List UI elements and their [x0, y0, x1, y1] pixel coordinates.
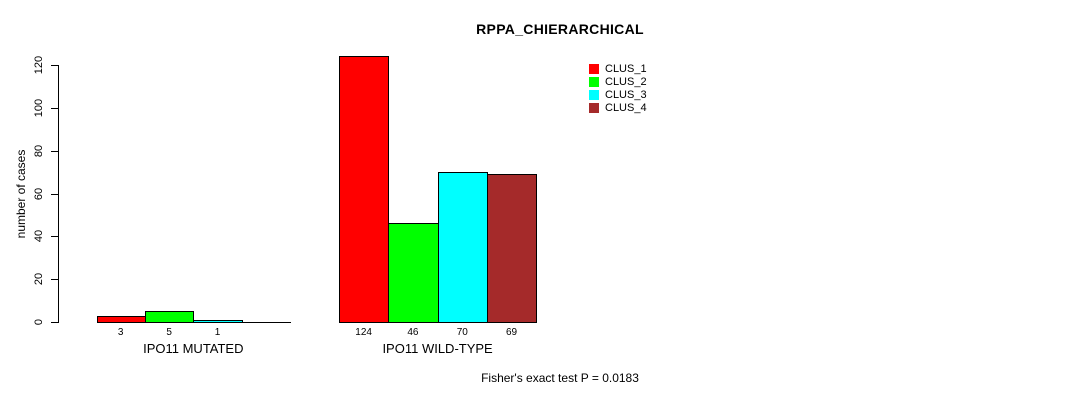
x-axis-group-label: IPO11 MUTATED	[143, 341, 244, 356]
bar-clus_2-group0	[144, 311, 195, 323]
bar-value-label: 70	[456, 327, 468, 338]
y-axis-tick	[51, 108, 59, 109]
legend-item-label: CLUS_3	[605, 89, 647, 101]
bar-clus_3-group0	[193, 319, 243, 323]
legend-color-swatch-clus_4	[589, 103, 599, 113]
bar-value-label: 46	[407, 327, 419, 338]
bar-value-label: 69	[505, 327, 518, 338]
bar-clus_1-group0	[96, 315, 146, 323]
fisher-test-annotation: Fisher's exact test P = 0.0183	[481, 371, 639, 385]
bar-value-label: 5	[166, 327, 172, 338]
legend-item-label: CLUS_2	[605, 76, 647, 88]
legend-item: CLUS_3	[589, 89, 647, 101]
bar-value-label: 3	[117, 327, 124, 338]
y-axis-title: number of cases	[14, 149, 28, 239]
y-axis-tick	[51, 65, 59, 66]
legend-item-label: CLUS_1	[605, 63, 647, 75]
legend-color-swatch-clus_3	[589, 90, 599, 100]
y-axis-tick-label: 40	[33, 229, 45, 243]
legend-color-swatch-clus_2	[589, 77, 599, 87]
y-axis-tick-label: 60	[33, 187, 45, 201]
y-axis-tick	[51, 322, 59, 323]
y-axis-tick	[51, 194, 59, 195]
y-axis-tick-label: 120	[33, 55, 45, 75]
legend: CLUS_1 CLUS_2 CLUS_3 CLUS_4	[589, 63, 647, 114]
y-axis-tick-label: 0	[33, 318, 45, 326]
legend-item: CLUS_4	[589, 102, 647, 114]
bar-value-label: 1	[214, 327, 221, 338]
legend-item: CLUS_1	[589, 63, 647, 75]
chart-title: RPPA_CHIERARCHICAL	[476, 21, 644, 37]
bar-clus_4-group1	[486, 174, 538, 323]
bar-clus_1-group1	[339, 56, 390, 323]
y-axis-tick	[51, 279, 59, 280]
bar-clus_2-group1	[388, 223, 439, 323]
x-axis-group-label: IPO11 WILD-TYPE	[382, 341, 493, 356]
legend-color-swatch-clus_1	[589, 64, 599, 74]
y-axis-tick-label: 100	[33, 98, 45, 118]
bar-value-label: 124	[355, 327, 372, 338]
y-axis-tick	[51, 151, 59, 152]
y-axis-tick	[51, 236, 59, 237]
legend-item: CLUS_2	[589, 76, 647, 88]
y-axis-tick-label: 80	[33, 144, 45, 158]
y-axis-tick-label: 20	[33, 272, 45, 286]
bar-clus_3-group1	[437, 172, 488, 323]
legend-item-label: CLUS_4	[605, 102, 647, 114]
